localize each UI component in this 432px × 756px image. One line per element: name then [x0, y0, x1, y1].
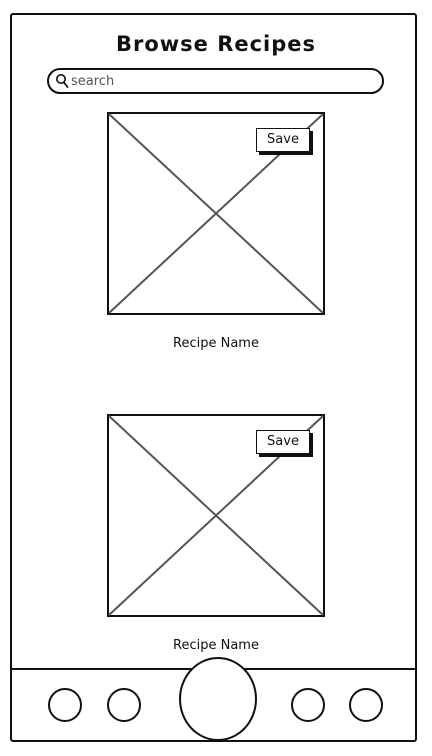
- nav-item-2[interactable]: [107, 688, 141, 722]
- search-input[interactable]: [71, 71, 361, 91]
- nav-item-1[interactable]: [48, 688, 82, 722]
- phone-frame: [10, 13, 417, 742]
- nav-item-3[interactable]: [291, 688, 325, 722]
- nav-primary-action[interactable]: [179, 657, 257, 741]
- nav-item-4[interactable]: [349, 688, 383, 722]
- recipe-name: Recipe Name: [173, 638, 259, 653]
- save-button[interactable]: Save: [256, 128, 310, 152]
- save-button[interactable]: Save: [256, 430, 310, 454]
- search-icon: [56, 74, 69, 88]
- page-title: Browse Recipes: [115, 32, 317, 56]
- search-bar[interactable]: [47, 68, 384, 94]
- recipe-name: Recipe Name: [173, 336, 259, 351]
